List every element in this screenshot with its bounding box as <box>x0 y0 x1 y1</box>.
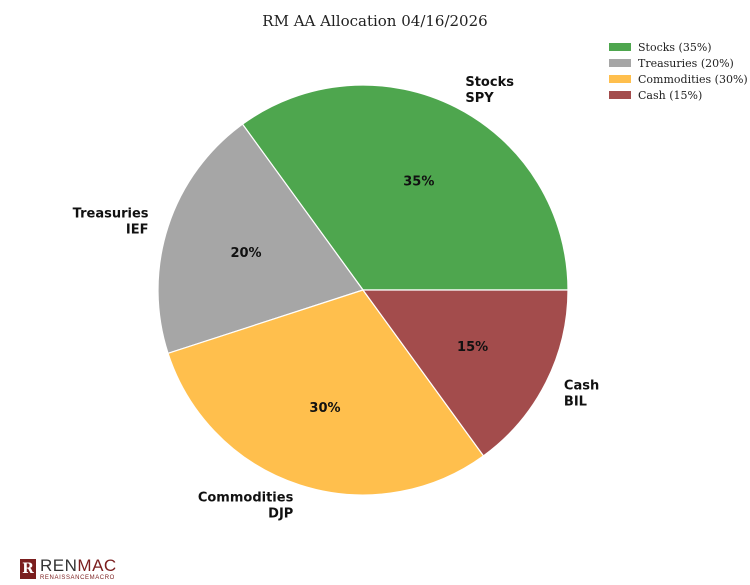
legend-swatch-treasuries <box>609 59 631 67</box>
legend: Stocks (35%) Treasuries (20%) Commodities … <box>609 41 748 102</box>
slice-label-treasuries: Treasuries IEF <box>73 206 149 237</box>
pct-label-stocks: 35% <box>403 174 434 189</box>
slice-label-commodities: Commodities DJP <box>198 490 294 521</box>
pct-label-cash: 15% <box>457 340 488 355</box>
chart-title: RM AA Allocation 04/16/2026 <box>262 12 487 30</box>
logo-mark: R <box>20 559 36 579</box>
logo-subtitle: RENAISSANCEMACRO <box>40 575 115 581</box>
logo-name: RENMAC <box>40 557 117 574</box>
legend-swatch-commodities <box>609 75 631 83</box>
pie-slices <box>157 84 569 496</box>
logo-name-part1: REN <box>40 556 78 575</box>
pie-slice-commodities <box>167 289 485 496</box>
legend-label-cash: Cash (15%) <box>638 89 702 102</box>
percent-labels: 35% 20% 30% 15% <box>230 174 488 416</box>
slice-label-cash: Cash BIL <box>564 378 599 409</box>
pct-label-commodities: 30% <box>309 401 340 416</box>
legend-label-treasuries: Treasuries (20%) <box>638 57 734 70</box>
slice-label-stocks: Stocks SPY <box>465 75 514 106</box>
pie-slice-treasuries <box>157 123 364 355</box>
slice-labels: Stocks SPY Treasuries IEF Commodities DJP Cash… <box>73 75 600 521</box>
renmac-logo: R RENMAC RENAISSANCEMACRO <box>20 557 117 581</box>
pie-slice-stocks <box>241 84 569 291</box>
pie-slice-cash <box>361 289 569 457</box>
logo-text: RENMAC RENAISSANCEMACRO <box>40 557 117 581</box>
legend-swatch-cash <box>609 91 631 99</box>
legend-label-stocks: Stocks (35%) <box>638 41 712 54</box>
legend-swatch-stocks <box>609 43 631 51</box>
legend-label-commodities: Commodities (30%) <box>638 73 748 86</box>
logo-name-part2: MAC <box>77 556 117 575</box>
pct-label-treasuries: 20% <box>230 246 261 261</box>
